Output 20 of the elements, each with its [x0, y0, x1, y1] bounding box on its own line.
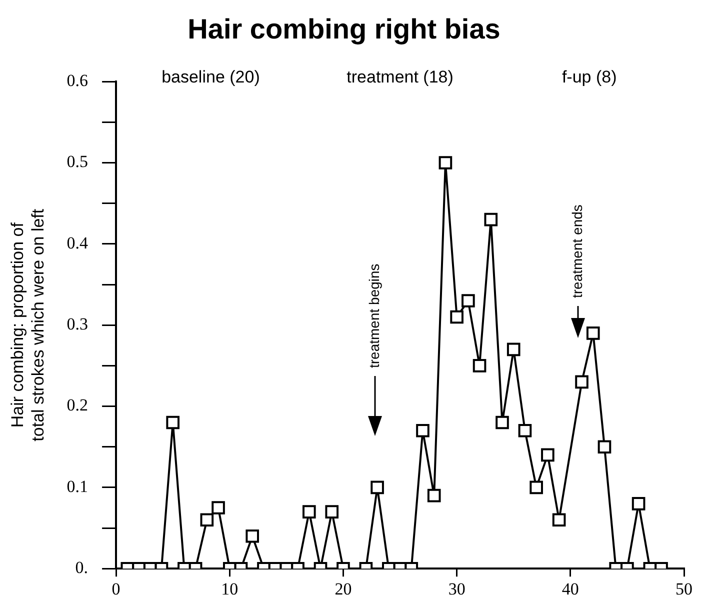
y-axis-title: Hair combing: proportion of total strokes which were on left — [8, 208, 48, 442]
y-tick-label: 0.4 — [66, 233, 89, 252]
annotation: f-up (8) — [562, 67, 617, 86]
annotation: treatment ends — [568, 204, 585, 298]
x-tick-label: 50 — [676, 579, 692, 598]
annotation: treatment (18) — [346, 67, 454, 86]
y-tick-label: 0.5 — [66, 152, 88, 172]
y-tick-label: 0. — [75, 558, 88, 578]
x-tick-label: 30 — [448, 579, 466, 598]
annotation: treatment begins — [366, 264, 382, 368]
y-tick-label: 0.2 — [66, 396, 88, 415]
x-tick-label: 40 — [562, 579, 579, 598]
annotation: baseline (20) — [162, 67, 260, 86]
x-tick-label: 0 — [112, 579, 120, 598]
x-tick-label: 10 — [221, 579, 238, 598]
chart-title: Hair combing right bias — [188, 14, 500, 45]
x-tick-label: 20 — [334, 579, 352, 598]
y-tick-label: 0.1 — [66, 476, 88, 496]
y-tick-label: 0.6 — [66, 71, 88, 90]
y-tick-label: 0.3 — [66, 314, 88, 334]
